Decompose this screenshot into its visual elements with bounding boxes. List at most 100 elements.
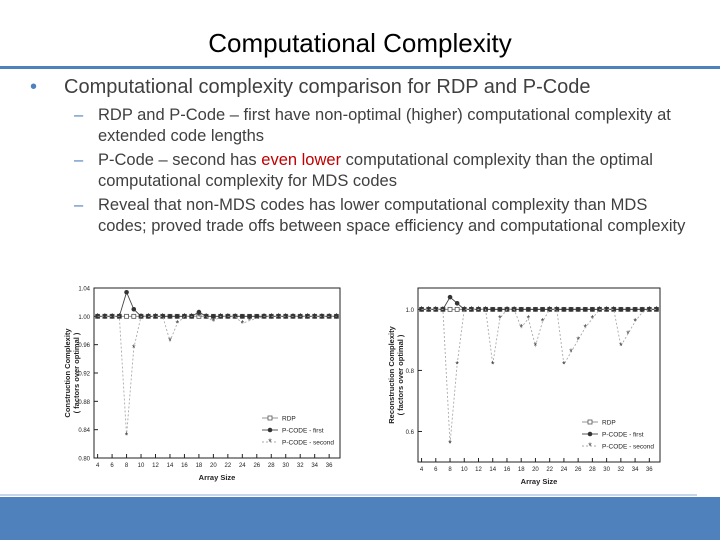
data-point: * — [298, 311, 302, 321]
data-point — [426, 307, 431, 312]
x-axis-label: Array Size — [199, 473, 236, 482]
legend-label: RDP — [282, 416, 296, 423]
data-point: * — [161, 311, 165, 321]
data-point: * — [441, 304, 445, 314]
data-point — [102, 314, 108, 319]
legend-marker — [267, 415, 273, 421]
series-line — [97, 315, 337, 436]
data-point — [131, 306, 137, 312]
data-point — [568, 307, 574, 312]
bullet-dot-icon: • — [30, 76, 38, 98]
data-point — [312, 314, 317, 319]
data-point: * — [605, 304, 609, 314]
x-tick-label: 16 — [504, 467, 511, 473]
y-tick-label: 1.04 — [78, 287, 90, 293]
data-point — [174, 314, 180, 319]
data-point: * — [463, 304, 467, 314]
data-point: * — [562, 359, 566, 369]
data-point: * — [284, 311, 288, 321]
data-point: * — [519, 323, 523, 333]
x-tick-label: 26 — [575, 467, 582, 473]
data-point — [625, 307, 631, 312]
data-point: * — [248, 316, 252, 326]
y-tick-label: 1.00 — [78, 315, 90, 321]
legend-marker: * — [588, 441, 592, 451]
legend-label: RDP — [602, 420, 616, 427]
data-point — [447, 306, 453, 312]
data-point: * — [505, 304, 509, 314]
data-point: * — [313, 311, 317, 321]
data-point — [305, 314, 310, 319]
legend-label: P-CODE - first — [602, 432, 644, 439]
data-point: * — [498, 314, 502, 324]
data-point: * — [291, 311, 295, 321]
data-point — [447, 294, 453, 300]
y-tick-label: 0.80 — [78, 457, 90, 463]
y-axis-label-units: ( factors over optimal ) — [72, 332, 81, 413]
y-tick-label: 0.84 — [78, 428, 90, 434]
x-tick-label: 6 — [434, 467, 438, 473]
data-point — [454, 306, 460, 312]
data-point — [433, 307, 439, 312]
data-point: * — [626, 329, 630, 339]
x-tick-label: 30 — [603, 467, 610, 473]
y-tick-label: 1.0 — [406, 308, 415, 314]
x-tick-label: 6 — [110, 463, 114, 469]
x-tick-label: 32 — [297, 463, 304, 469]
x-axis-label: Array Size — [521, 477, 558, 486]
x-tick-label: 18 — [196, 463, 203, 469]
data-point — [554, 307, 560, 312]
data-point: * — [484, 304, 488, 314]
sub-bullet-2-highlight: even lower — [261, 151, 342, 169]
y-tick-label: 0.8 — [406, 369, 415, 375]
y-axis-label: Reconstruction Complexity — [387, 325, 396, 423]
data-point: * — [183, 311, 187, 321]
data-point: * — [427, 304, 431, 314]
x-tick-label: 4 — [96, 463, 100, 469]
data-point: * — [103, 311, 107, 321]
sub-bullet-3: – Reveal that non-MDS codes has lower co… — [30, 195, 700, 237]
data-point — [153, 314, 158, 319]
data-point: * — [527, 314, 531, 324]
x-tick-label: 32 — [618, 467, 625, 473]
data-point: * — [491, 359, 495, 369]
x-tick-label: 30 — [282, 463, 289, 469]
data-point: * — [96, 311, 100, 321]
data-point — [247, 314, 252, 319]
data-point: * — [640, 307, 644, 317]
data-point: * — [648, 304, 652, 314]
data-point — [124, 289, 129, 295]
x-tick-label: 20 — [210, 463, 217, 469]
data-point: * — [219, 311, 223, 321]
data-point: * — [555, 304, 559, 314]
dash-icon: – — [74, 196, 84, 214]
data-point — [454, 300, 460, 306]
x-tick-label: 24 — [239, 463, 246, 469]
legend-marker — [267, 427, 273, 433]
y-tick-label: 0.96 — [78, 343, 90, 349]
data-point: * — [470, 304, 474, 314]
bullet-1-text: Computational complexity comparison for … — [64, 76, 591, 98]
data-point — [160, 314, 166, 319]
data-point: * — [619, 341, 623, 351]
data-point — [254, 314, 260, 319]
bullet-1: • Computational complexity comparison fo… — [30, 76, 700, 99]
data-point: * — [455, 359, 459, 369]
data-point: * — [633, 317, 637, 327]
data-point — [109, 314, 115, 319]
data-point — [167, 314, 173, 319]
data-point: * — [262, 311, 266, 321]
data-point — [654, 307, 659, 312]
data-point — [461, 307, 467, 312]
data-point: * — [125, 430, 129, 440]
bullet-list: • Computational complexity comparison fo… — [30, 76, 700, 240]
data-point — [575, 307, 581, 312]
data-point: * — [655, 304, 659, 314]
legend-marker: * — [268, 437, 272, 447]
x-tick-label: 8 — [448, 467, 452, 473]
data-point — [497, 307, 503, 312]
legend-marker — [587, 419, 593, 425]
data-point — [131, 313, 137, 319]
data-point: * — [584, 323, 588, 333]
